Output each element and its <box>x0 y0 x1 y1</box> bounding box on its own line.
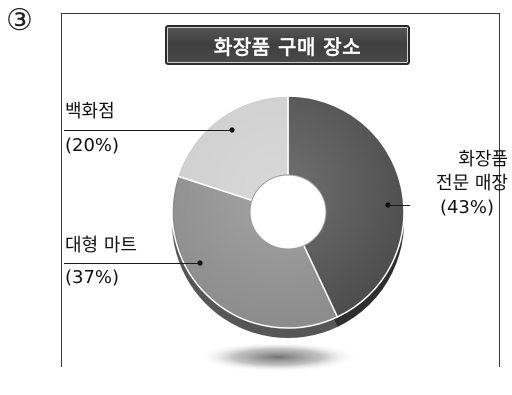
slice-label-hypermarket: 대형 마트 (37%) <box>65 234 137 290</box>
slice-value-label: (20%) <box>65 135 120 156</box>
frame-left-border <box>61 13 62 367</box>
donut-hole <box>249 174 327 250</box>
leader-anchor-dot <box>385 202 391 208</box>
slice-value-label: (37%) <box>65 267 120 288</box>
slice-value-label: (43%) <box>439 197 494 218</box>
slice-label-line: 대형 마트 <box>65 235 137 256</box>
chart-title: 화장품 구매 장소 <box>213 34 362 59</box>
floor-shadow <box>198 342 358 372</box>
frame-top-border <box>61 13 500 14</box>
frame-right-border <box>499 13 500 367</box>
slice-label-line: 전문 매장 <box>436 173 508 194</box>
leader-anchor-dot <box>229 127 235 133</box>
chart-title-box: 화장품 구매 장소 <box>165 25 410 65</box>
slice-label-department-store: 백화점 (20%) <box>65 100 119 158</box>
leader-line-department-store <box>64 130 232 131</box>
leader-line-specialty-store <box>388 205 410 206</box>
leader-anchor-dot <box>197 260 203 266</box>
slice-label-line: 화장품 <box>458 149 508 170</box>
option-number: ③ <box>6 3 33 38</box>
leader-line-hypermarket <box>64 263 200 264</box>
slice-label-line: 백화점 <box>65 101 115 122</box>
slice-label-specialty-store: 화장품 전문 매장 (43%) <box>376 148 508 220</box>
